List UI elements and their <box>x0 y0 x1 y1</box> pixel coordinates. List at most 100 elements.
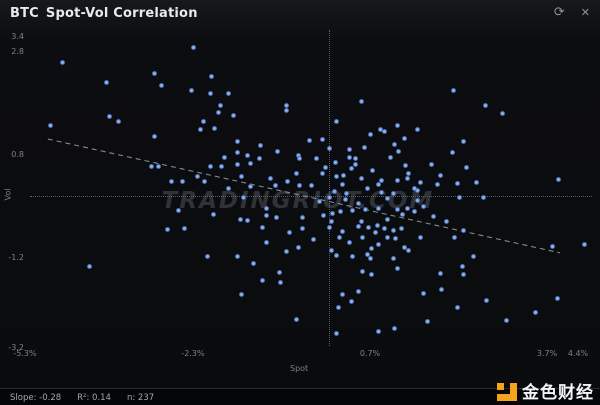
data-point <box>358 219 364 225</box>
data-point <box>375 328 381 334</box>
data-point <box>356 223 362 229</box>
data-point <box>404 175 410 181</box>
data-point <box>286 229 292 235</box>
y-tick-label: 2.8 <box>11 47 24 56</box>
x-tick-label: 0.7% <box>359 349 381 358</box>
data-point <box>299 215 305 221</box>
data-point <box>115 118 121 124</box>
data-point <box>484 297 490 303</box>
x-tick-label: 3.7% <box>536 349 558 358</box>
data-point <box>197 127 203 133</box>
data-point <box>207 164 213 170</box>
data-point <box>164 226 170 232</box>
x-tick-label: -2.3% <box>181 349 205 358</box>
data-point <box>405 247 411 253</box>
data-point <box>240 195 246 201</box>
data-point <box>47 122 53 128</box>
slope-stat: Slope: -0.28 <box>10 393 62 403</box>
close-icon[interactable]: ✕ <box>580 6 590 19</box>
data-point <box>360 235 366 241</box>
stats-row: Slope: -0.28 R²: 0.14 n: 237 <box>10 393 154 403</box>
data-point <box>582 241 588 247</box>
data-point <box>406 170 412 176</box>
data-point <box>107 114 113 120</box>
data-point <box>430 214 436 220</box>
data-point <box>296 183 302 189</box>
data-point <box>399 211 405 217</box>
data-point <box>307 137 313 143</box>
data-point <box>470 254 476 260</box>
data-point <box>332 188 338 194</box>
data-point <box>334 330 340 336</box>
data-point <box>190 45 196 51</box>
data-point <box>359 175 365 181</box>
data-point <box>418 235 424 241</box>
y-tick-label: -1.2 <box>8 253 24 262</box>
x-tick-label: 4.4% <box>567 349 589 358</box>
data-point <box>367 255 373 261</box>
data-point <box>239 291 245 297</box>
data-point <box>438 173 444 179</box>
data-point <box>222 154 228 160</box>
data-point <box>284 102 290 108</box>
data-point <box>234 254 240 260</box>
data-point <box>273 215 279 221</box>
refresh-icon[interactable]: ⟳ <box>553 5 565 20</box>
data-point <box>482 102 488 108</box>
data-point <box>294 317 300 323</box>
data-point <box>264 239 270 245</box>
data-point <box>411 185 417 191</box>
chart-title: BTC Spot-Vol Correlation <box>10 6 198 21</box>
data-point <box>277 270 283 276</box>
data-point <box>435 182 441 188</box>
data-point <box>392 325 398 331</box>
data-point <box>554 295 560 301</box>
data-point <box>151 134 157 140</box>
data-point <box>330 210 336 216</box>
data-point <box>385 216 391 222</box>
data-point <box>234 138 240 144</box>
data-point <box>285 179 291 185</box>
data-point <box>346 147 352 153</box>
data-point <box>338 209 343 215</box>
data-point <box>392 141 398 147</box>
data-point <box>450 87 456 93</box>
data-point <box>235 162 241 168</box>
data-point <box>208 90 214 96</box>
data-point <box>364 185 370 191</box>
data-point <box>59 60 65 66</box>
data-point <box>367 132 373 138</box>
data-point <box>375 205 381 211</box>
data-point <box>379 189 385 195</box>
data-point <box>343 191 349 197</box>
data-point <box>189 87 195 93</box>
data-point <box>352 155 358 161</box>
data-point <box>159 83 165 89</box>
n-stat: n: 237 <box>126 393 155 403</box>
data-point <box>388 155 394 161</box>
data-point <box>377 127 383 133</box>
chart-header: BTC Spot-Vol Correlation ⟳ ✕ <box>0 0 600 28</box>
data-point <box>499 111 505 117</box>
data-point <box>326 224 332 230</box>
y-tick-label: -3.2 <box>8 343 24 352</box>
data-point <box>257 142 263 148</box>
data-point <box>395 177 401 183</box>
jinse-logo-text: 金色财经 <box>522 383 594 403</box>
data-point <box>328 248 334 254</box>
data-point <box>333 159 339 165</box>
data-point <box>226 90 232 96</box>
data-point <box>334 118 340 124</box>
data-point <box>284 107 290 113</box>
crosshair-horizontal-line <box>30 196 592 198</box>
data-point <box>237 217 243 223</box>
data-point <box>350 254 356 260</box>
data-point <box>323 165 329 171</box>
data-point <box>452 235 458 241</box>
regression-trendline <box>47 138 561 254</box>
data-point <box>420 290 426 296</box>
data-point <box>155 164 161 170</box>
data-point <box>404 205 410 211</box>
data-point <box>175 207 181 213</box>
